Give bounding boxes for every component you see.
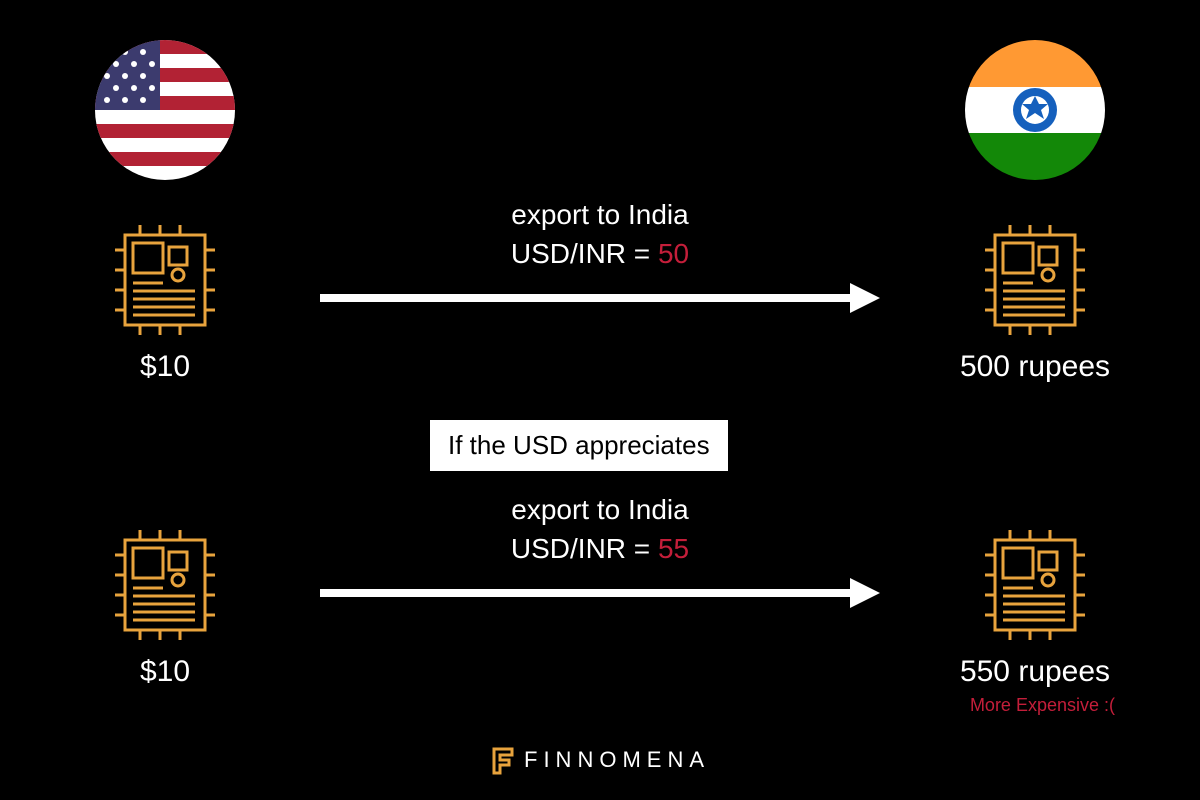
logo-text: FINNOMENA — [524, 747, 710, 773]
logo-mark-icon — [490, 745, 516, 775]
finnomena-logo: FINNOMENA — [490, 745, 710, 775]
more-expensive-note: More Expensive :( — [970, 695, 1115, 716]
arrow-icon — [320, 578, 880, 608]
us-flag-icon — [95, 40, 235, 180]
export-arrow-2: export to India USD/INR = 55 — [320, 490, 880, 613]
price-usd-1: $10 — [65, 350, 265, 384]
export-label-2: export to India — [511, 494, 688, 525]
rate-label-2: USD/INR = — [511, 533, 658, 564]
price-inr-1: 500 rupees — [920, 350, 1150, 384]
india-flag-icon — [965, 40, 1105, 180]
price-usd-2: $10 — [65, 655, 265, 689]
chip-icon — [985, 225, 1085, 335]
export-label-1: export to India — [511, 199, 688, 230]
condition-box: If the USD appreciates — [430, 420, 728, 471]
arrow-icon — [320, 283, 880, 313]
price-inr-2: 550 rupees — [920, 655, 1150, 689]
rate-label-1: USD/INR = — [511, 238, 658, 269]
export-arrow-1: export to India USD/INR = 50 — [320, 195, 880, 318]
rate-value-2: 55 — [658, 533, 689, 564]
chip-icon — [115, 225, 215, 335]
chip-icon — [115, 530, 215, 640]
rate-value-1: 50 — [658, 238, 689, 269]
chip-icon — [985, 530, 1085, 640]
